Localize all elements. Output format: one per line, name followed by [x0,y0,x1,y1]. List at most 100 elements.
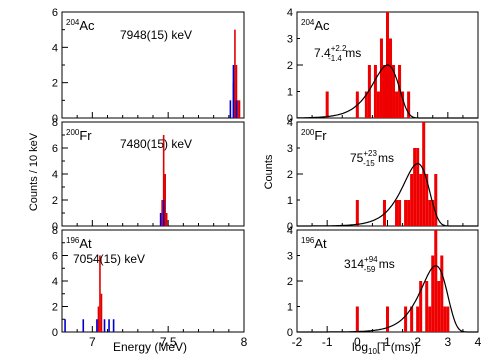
histogram-bar [325,91,329,118]
y-tick-label: 6 [52,143,58,155]
histogram-bar-red [235,65,238,118]
histogram-bar [367,65,371,118]
histogram-bar [398,200,402,226]
nuclide-label: 204Ac [301,18,330,33]
histogram-bar [395,91,399,118]
histogram-bar [419,281,423,332]
half-life-label: 314+94 -59 ms [344,255,395,274]
y-tick-label: 4 [52,42,58,54]
y-tick-label: 2 [52,195,58,207]
peak-energy-label: 7054(15) keV [73,252,145,266]
histogram-bar [419,174,423,226]
y-tick-label: 8 [52,225,58,237]
right-x-axis-label: log10[T (ms)] [352,340,418,356]
histogram-bar [392,65,396,118]
y-tick-label: 4 [287,117,293,129]
histogram-bar [425,281,429,332]
lifetime-panel-ac: 0 1 2 3 4 204Ac 7.4+2.2 -1.4 ms [287,7,479,125]
histogram-bar [410,174,414,226]
histogram-bar [440,255,444,332]
histogram-bar [413,148,417,226]
y-tick-label: 0 [52,221,58,233]
histogram-bar-red [162,135,165,226]
y-tick-label: 3 [287,143,293,155]
energy-panel-fr: 0 2 4 6 8 200Fr 7480(15) keV [52,117,245,233]
y-tick-label: 4 [52,276,58,288]
half-life-label: 75+23 -15 ms [350,149,394,168]
histogram-bar-blue [82,319,85,332]
y-tick-label: 2 [287,276,293,288]
histogram-bar-blue [96,319,98,332]
histogram-bar [395,200,399,226]
histogram-bar [373,65,377,118]
histogram-bar [407,91,411,118]
histogram-bar-blue [232,65,235,118]
histogram-bar [416,148,420,226]
histogram-bar [404,306,408,332]
histogram-bar [407,200,411,226]
y-tick-label: 0 [52,113,58,125]
histogram-bar-red [97,306,100,332]
histogram-bar-red [238,100,241,118]
x-tick-label: 0 [354,335,361,349]
left-y-axis-label: Counts / 10 keV [28,132,40,211]
histogram-bar [434,174,438,226]
histogram-bar-blue [235,100,238,118]
histogram-bar [437,281,441,332]
y-tick-label: 1 [287,302,293,314]
peak-energy-label: 7948(15) keV [120,28,192,42]
x-tick-label: 3 [444,335,451,349]
histogram-bar [379,38,383,118]
x-tick-label: 1 [384,335,391,349]
y-tick-label: 0 [287,221,293,233]
histogram-bar-red [237,100,239,118]
y-tick-label: 6 [52,251,58,263]
histogram-bar [355,200,359,226]
histogram-bar [410,306,414,332]
x-tick-label: -2 [292,335,303,349]
histogram-bar-blue [108,319,110,332]
histogram-bar-red [99,255,101,332]
histogram-bar [425,174,429,226]
histogram-bar [382,65,386,118]
y-tick-label: 2 [52,78,58,90]
nuclide-label: 204Ac [66,18,95,33]
histogram-bar-blue [159,213,162,226]
histogram-bar [404,200,408,226]
y-tick-label: 2 [287,60,293,72]
nuclide-label: 200Fr [66,128,92,143]
y-tick-label: 2 [287,169,293,181]
histogram-bar-red [164,174,166,226]
histogram-bar-red [161,200,163,226]
histogram-bar [434,230,438,332]
histogram-bar [443,306,447,332]
energy-panel-ac: 0 2 4 6 204Ac 7948(15) keV [52,7,245,125]
histogram-bar-red [100,293,103,332]
half-life-label: 7.4+2.2 -1.4 ms [314,44,361,63]
x-tick-label: 8 [241,335,248,349]
histogram-bar [355,306,359,332]
right-y-axis-label: Counts [263,154,275,189]
histogram-bar [385,306,390,332]
fit-curve [296,64,478,119]
y-tick-label: 4 [52,169,58,181]
y-tick-label: 4 [287,225,293,237]
y-tick-label: 6 [52,7,58,19]
y-tick-label: 2 [52,302,58,314]
peak-energy-label: 7480(15) keV [120,137,192,151]
nuclide-label: 196At [301,236,327,251]
histogram-bar-blue [64,319,66,332]
x-tick-label: 4 [475,335,482,349]
x-tick-label: 7.5 [160,335,177,349]
fit-curve [297,162,478,227]
y-tick-label: 1 [287,195,293,207]
histogram-bar [431,200,435,226]
histogram-bar [422,122,426,226]
histogram-bar [428,200,432,226]
y-tick-label: 0 [287,327,293,339]
fit-curve [297,265,478,333]
histogram-bar [376,91,380,118]
histogram-bar-red [234,29,236,119]
left-x-axis-label: Energy (MeV) [113,340,187,354]
